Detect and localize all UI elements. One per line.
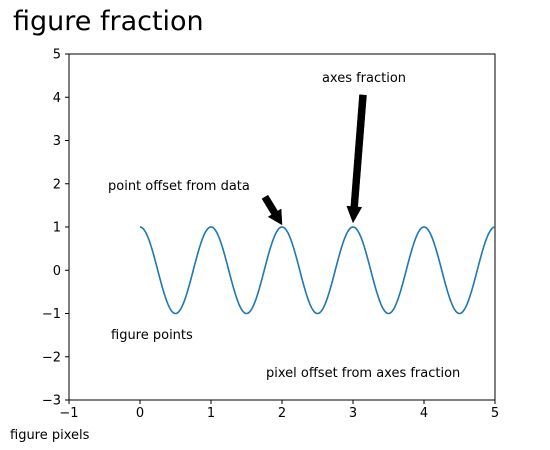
arrow-axes-fraction: [346, 94, 367, 224]
annotation-point-offset-from-data: point offset from data: [108, 179, 250, 194]
y-tick-label: 1: [53, 221, 61, 236]
y-tick-label: −2: [42, 350, 61, 365]
x-tick-label: 1: [207, 406, 215, 421]
cosine-series-line: [139, 226, 496, 315]
x-tick-label: 3: [349, 406, 357, 421]
y-tick-label: 2: [53, 177, 61, 192]
y-tick-label: −1: [42, 307, 61, 322]
y-tick-label: −3: [42, 394, 61, 409]
line-series: [139, 226, 496, 315]
annotation-axes-fraction: axes fraction: [322, 71, 406, 86]
annotation-pixel-offset-from-axes-fraction: pixel offset from axes fraction: [266, 366, 460, 381]
x-tick-label: 2: [278, 406, 286, 421]
figure-pixels-label: figure pixels: [10, 428, 90, 443]
y-tick-label: 4: [53, 91, 61, 106]
x-tick-label: 5: [491, 406, 499, 421]
annotation-arrows: [261, 94, 367, 226]
y-tick-label: 3: [53, 134, 61, 149]
x-tick-label: 4: [420, 406, 428, 421]
y-tick-label: 0: [53, 264, 61, 279]
y-tick-label: 5: [53, 48, 61, 63]
figure-title: figure fraction: [13, 6, 204, 37]
annotation-figure-points: figure points: [111, 328, 193, 343]
x-tick-label: 0: [136, 406, 144, 421]
x-tick-label: −1: [59, 406, 78, 421]
annotations: axes fraction point offset from data fig…: [108, 71, 460, 381]
axes: −1 0 1 2 3 4 5 −3 −2 −1 0 1 2 3 4 5: [42, 48, 499, 422]
arrow-point-offset-from-data: [261, 194, 283, 226]
